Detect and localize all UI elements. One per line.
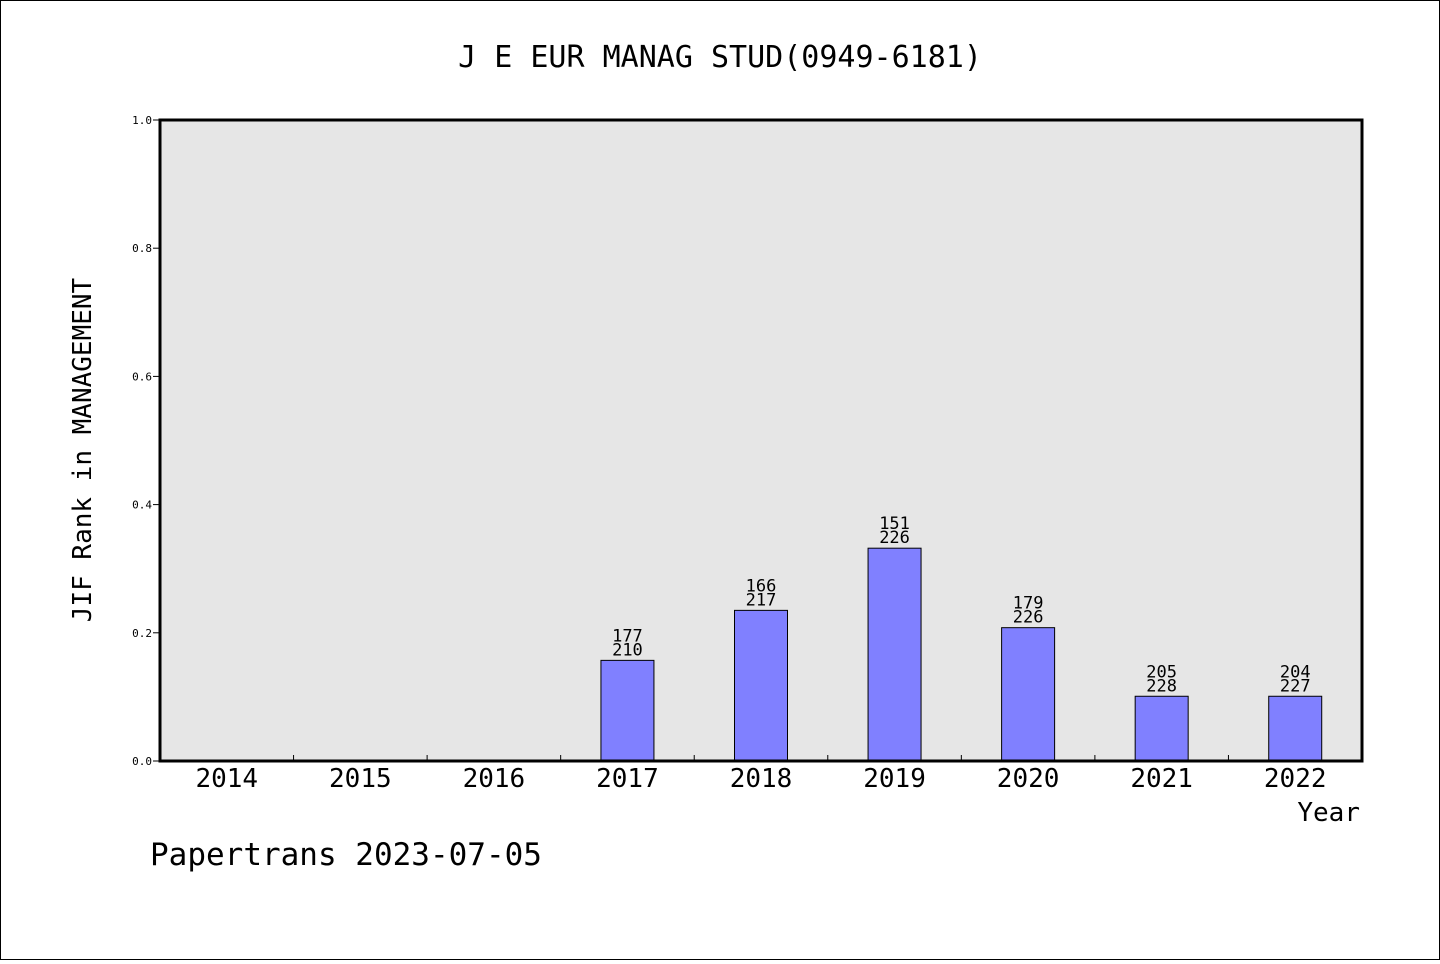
plot-border (158, 118, 1364, 763)
y-tick-label: 0.4 (132, 499, 152, 512)
rank-label-2019: 151 (879, 514, 910, 534)
total-label-2021: 228 (1146, 676, 1177, 696)
x-tick-label: 2022 (1264, 764, 1327, 794)
rank-label-2018: 166 (746, 576, 777, 596)
total-label-2020: 226 (1013, 608, 1044, 628)
x-tick-label: 2020 (997, 764, 1060, 794)
bars (600, 547, 1323, 762)
total-label-2018: 217 (746, 590, 777, 610)
bar-2022 (1268, 695, 1323, 762)
y-tick-label: 0.6 (132, 370, 152, 383)
x-tick-label: 2017 (596, 764, 659, 794)
y-tick-label: 0.0 (132, 755, 152, 768)
rank-label-2021: 205 (1146, 662, 1177, 682)
x-axis: 2014 2015 2016 2017 2018 2019 2020 2021 2022 (195, 755, 1327, 794)
footer-credit: Papertrans 2023-07-05 (150, 837, 542, 873)
x-axis-label: Year (1297, 798, 1360, 828)
y-tick-label: 0.2 (132, 627, 152, 640)
x-tick-label: 2021 (1130, 764, 1193, 794)
x-tick-label: 2014 (195, 764, 258, 794)
bar-2021 (1134, 695, 1189, 762)
x-tick-label: 2019 (863, 764, 926, 794)
rank-label-2017: 177 (612, 626, 643, 646)
chart-title: J E EUR MANAG STUD(0949-6181) (458, 40, 982, 75)
y-tick-label: 0.8 (132, 242, 152, 255)
x-tick-label: 2015 (329, 764, 392, 794)
rank-label-2020: 179 (1013, 594, 1044, 614)
y-tick-label: 1.0 (132, 114, 152, 127)
x-tick-label: 2016 (463, 764, 526, 794)
bar-2017 (600, 659, 655, 762)
x-tick-label: 2018 (730, 764, 793, 794)
bar-2018 (734, 609, 788, 762)
total-label-2017: 210 (612, 640, 643, 660)
rank-label-2022: 204 (1280, 662, 1311, 682)
bar-2019 (867, 547, 922, 762)
y-axis-label: JIF Rank in MANAGEMENT (68, 277, 98, 622)
total-label-2022: 227 (1280, 676, 1311, 696)
total-label-2019: 226 (879, 528, 910, 548)
bar-2020 (1001, 627, 1056, 762)
y-axis: 0.0 0.2 0.4 0.6 0.8 1.0 (132, 114, 160, 768)
